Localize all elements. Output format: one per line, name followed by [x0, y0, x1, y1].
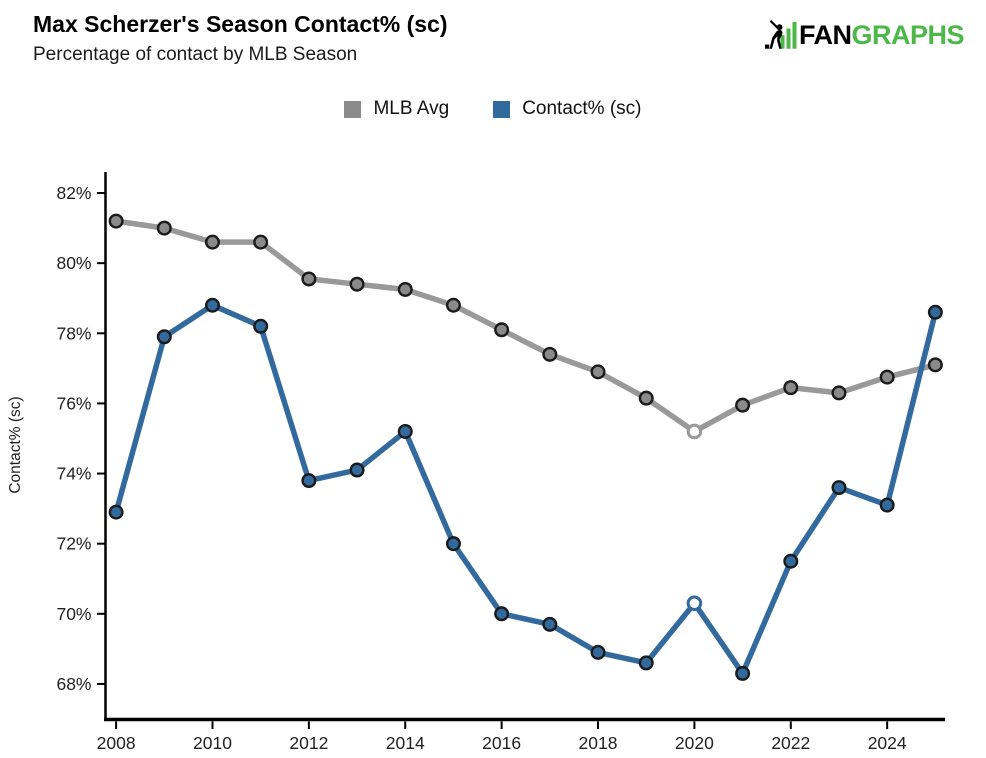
y-axis-tick-label: 72%: [56, 534, 91, 554]
data-point-contact-sc--2017: [542, 616, 558, 632]
data-point-mlb-avg-2015: [445, 297, 461, 313]
legend-swatch-mlb-avg: [344, 100, 362, 118]
data-point-contact-sc--2016: [494, 606, 510, 622]
data-point-contact-sc--2023: [831, 480, 847, 496]
legend-label-contact-pct: Contact% (sc): [522, 98, 642, 119]
y-axis-tick-label: 82%: [56, 183, 91, 203]
data-point-contact-sc--2018: [590, 644, 606, 660]
legend-swatch-contact-pct: [493, 100, 511, 118]
data-point-contact-sc--2025: [927, 304, 943, 320]
x-axis-tick-label: 2014: [386, 733, 425, 753]
page-title: Max Scherzer's Season Contact% (sc): [33, 11, 448, 37]
legend-item-mlb-avg: MLB Avg: [344, 98, 449, 120]
data-point-contact-sc--2021: [735, 665, 751, 681]
y-axis-tick-label: 68%: [56, 674, 91, 694]
y-axis-title: Contact% (sc): [7, 396, 24, 493]
data-point-mlb-avg-2025: [927, 357, 943, 373]
data-point-mlb-avg-2021: [735, 397, 751, 413]
data-point-contact-sc--2010: [204, 297, 220, 313]
data-point-mlb-avg-2008: [108, 213, 124, 229]
logo-fan-text: FAN: [798, 19, 852, 50]
data-point-contact-sc--2014: [397, 423, 413, 439]
series-line-mlb-avg: [113, 218, 939, 435]
chart-header: Max Scherzer's Season Contact% (sc) Perc…: [33, 10, 448, 66]
data-point-mlb-avg-2013: [349, 276, 365, 292]
data-point-contact-sc--2008: [108, 504, 124, 520]
data-point-contact-sc--2024: [879, 497, 895, 513]
data-point-mlb-avg-2017: [542, 346, 558, 362]
data-point-contact-sc--2020: [686, 595, 703, 612]
x-axis-tick-label: 2024: [868, 733, 907, 753]
y-axis-tick-label: 70%: [56, 604, 91, 624]
x-axis-tick-label: 2022: [771, 733, 810, 753]
data-point-contact-sc--2009: [156, 329, 172, 345]
data-point-contact-sc--2022: [783, 553, 799, 569]
data-point-contact-sc--2019: [638, 655, 654, 671]
data-point-mlb-avg-2018: [590, 364, 606, 380]
page-subtitle: Percentage of contact by MLB Season: [33, 43, 358, 65]
chart-canvas: 68% 70% 72% 74% 76% 78% 80% 82% 2008 2010 2012 2014…: [7, 172, 945, 753]
data-point-mlb-avg-2019: [638, 390, 654, 406]
data-point-mlb-avg-2023: [831, 385, 847, 401]
data-point-mlb-avg-2024: [879, 369, 895, 385]
data-point-contact-sc--2015: [445, 536, 461, 552]
legend-label-mlb-avg: MLB Avg: [373, 98, 450, 119]
fangraphs-logo-text: FANGRAPHS: [798, 19, 965, 50]
data-point-mlb-avg-2009: [156, 220, 172, 236]
data-point-contact-sc--2013: [349, 462, 365, 478]
data-point-mlb-avg-2016: [494, 322, 510, 338]
data-point-mlb-avg-2011: [253, 234, 269, 250]
data-point-mlb-avg-2010: [204, 234, 220, 250]
y-axis-tick-label: 80%: [56, 253, 91, 273]
data-point-mlb-avg-2012: [301, 271, 317, 287]
data-point-mlb-avg-2022: [783, 380, 799, 396]
x-axis-tick-label: 2016: [482, 733, 521, 753]
data-point-contact-sc--2011: [253, 318, 269, 334]
legend-item-contact-pct: Contact% (sc): [493, 98, 642, 120]
fangraphs-logo-icon: [764, 20, 797, 49]
x-axis-tick-label: 2018: [579, 733, 618, 753]
y-axis-tick-label: 76%: [56, 393, 91, 413]
y-axis-tick-label: 74%: [56, 464, 91, 484]
x-axis-tick-label: 2020: [675, 733, 714, 753]
data-point-contact-sc--2012: [301, 473, 317, 489]
x-axis-tick-label: 2010: [193, 733, 232, 753]
fangraphs-logo: FANGRAPHS: [764, 19, 965, 50]
y-axis-tick-label: 78%: [56, 323, 91, 343]
logo-graphs-text: GRAPHS: [851, 19, 964, 50]
x-axis-tick-label: 2012: [289, 733, 328, 753]
data-point-mlb-avg-2020: [686, 423, 703, 440]
chart-legend: MLB Avg Contact% (sc): [0, 97, 986, 121]
data-point-mlb-avg-2014: [397, 281, 413, 297]
series-line-contact-sc-: [113, 302, 939, 677]
x-axis-tick-label: 2008: [97, 733, 136, 753]
